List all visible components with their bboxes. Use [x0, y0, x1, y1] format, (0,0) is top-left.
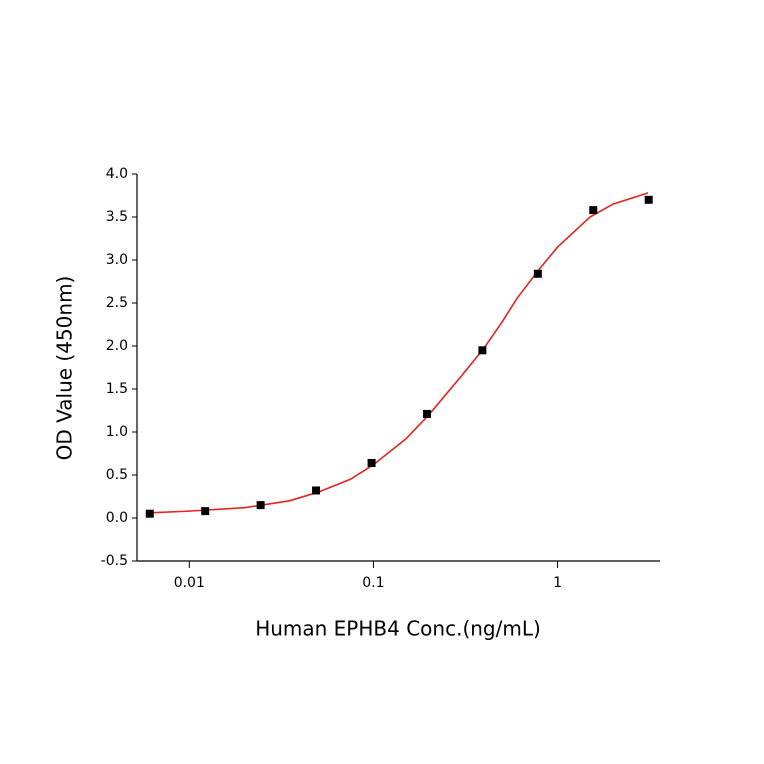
fit-curve: [149, 192, 649, 514]
y-tick-label: 1.5: [106, 381, 128, 397]
data-point: [422, 409, 431, 418]
y-tick-label: 0.5: [106, 467, 128, 483]
y-tick-label: 3.0: [106, 252, 128, 268]
x-tick-label: 0.01: [174, 575, 205, 591]
y-tick-label: 4.0: [106, 166, 128, 182]
y-axis-title: OD Value (450nm): [53, 276, 77, 461]
data-point: [367, 458, 376, 467]
data-point: [312, 486, 321, 495]
data-point: [644, 195, 653, 204]
y-tick-label: -0.5: [101, 553, 128, 569]
data-point: [478, 346, 487, 355]
y-tick-label: 1.0: [106, 424, 128, 440]
y-tick-label: 0.0: [106, 510, 128, 526]
data-point: [589, 206, 598, 215]
data-point: [145, 509, 154, 518]
data-point: [256, 501, 265, 510]
data-point: [533, 269, 542, 278]
x-tick-label: 1: [553, 575, 562, 591]
y-tick-label: 2.0: [106, 338, 128, 354]
x-axis-title: Human EPHB4 Conc.(ng/mL): [255, 617, 541, 641]
y-tick-label: 2.5: [106, 295, 128, 311]
data-point: [201, 507, 210, 516]
x-tick-label: 0.1: [362, 575, 384, 591]
y-tick-label: 3.5: [106, 209, 128, 225]
